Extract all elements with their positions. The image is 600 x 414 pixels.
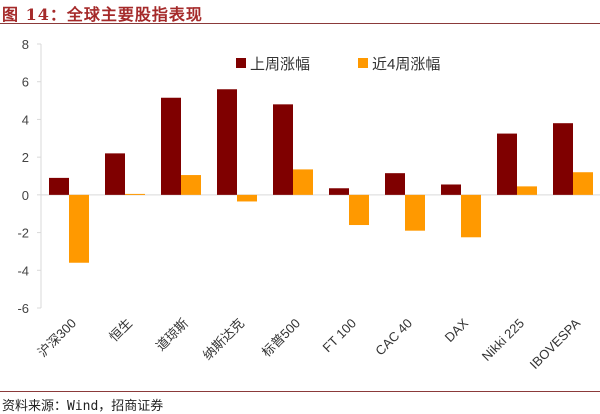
source-divider xyxy=(0,391,600,392)
y-tick-label: -2 xyxy=(17,226,29,241)
figure-title: 图 14：全球主要股指表现 xyxy=(2,5,203,24)
bar-last-week xyxy=(217,89,237,195)
bar-last-week xyxy=(329,188,349,195)
source-note: 资料来源：Wind，招商证券 xyxy=(2,399,164,414)
bar-last-week xyxy=(273,104,293,195)
bar-last-4-weeks xyxy=(405,194,425,231)
x-tick-label: 恒生 xyxy=(106,316,135,345)
x-tick-label: 纳斯达克 xyxy=(200,316,247,363)
y-tick-label: -4 xyxy=(17,263,29,278)
bar-last-week xyxy=(105,153,125,195)
x-tick-label: DAX xyxy=(442,315,472,345)
x-tick-label: 标普500 xyxy=(259,316,303,360)
bar-last-4-weeks xyxy=(517,186,537,195)
legend-label: 近4周涨幅 xyxy=(372,56,440,73)
bar-last-4-weeks xyxy=(349,194,369,226)
title-divider xyxy=(0,23,600,24)
x-tick-label: FT 100 xyxy=(320,316,360,356)
bar-last-week xyxy=(441,184,461,195)
x-axis-labels: 沪深300 恒生 道琼斯 纳斯达克 标普500 FT 100 CAC 40 DAX Nikki … xyxy=(35,315,584,372)
bar-last-week xyxy=(385,173,405,195)
y-tick-label: 0 xyxy=(22,188,29,203)
y-tick-label: 4 xyxy=(22,112,29,127)
x-tick-label: 沪深300 xyxy=(35,316,79,360)
x-tick-label: Nikki 225 xyxy=(479,316,527,364)
bar-last-week xyxy=(49,177,69,195)
bar-last-4-weeks xyxy=(461,194,481,238)
y-tick-label: 6 xyxy=(22,75,29,90)
legend-label: 上周涨幅 xyxy=(250,56,310,73)
x-tick-label: IBOVESPA xyxy=(527,315,584,372)
bar-last-4-weeks xyxy=(69,194,89,263)
bar-last-4-weeks xyxy=(181,175,201,195)
y-tick-label: 8 xyxy=(22,37,29,52)
bars xyxy=(49,89,593,263)
y-tick-label: 2 xyxy=(22,150,29,165)
bar-last-4-weeks xyxy=(237,194,257,202)
bar-last-week xyxy=(497,133,517,195)
bar-last-week xyxy=(553,123,573,195)
y-tick-label: -6 xyxy=(17,301,29,316)
legend-swatch xyxy=(358,58,368,68)
bar-last-4-weeks xyxy=(293,169,313,195)
x-tick-label: CAC 40 xyxy=(372,316,415,359)
bar-last-4-weeks xyxy=(573,172,593,195)
bar-last-week xyxy=(161,97,181,195)
bar-last-4-weeks xyxy=(125,193,145,195)
legend-swatch xyxy=(236,58,246,68)
legend: 上周涨幅 近4周涨幅 xyxy=(236,56,440,73)
x-tick-label: 道琼斯 xyxy=(153,316,191,354)
